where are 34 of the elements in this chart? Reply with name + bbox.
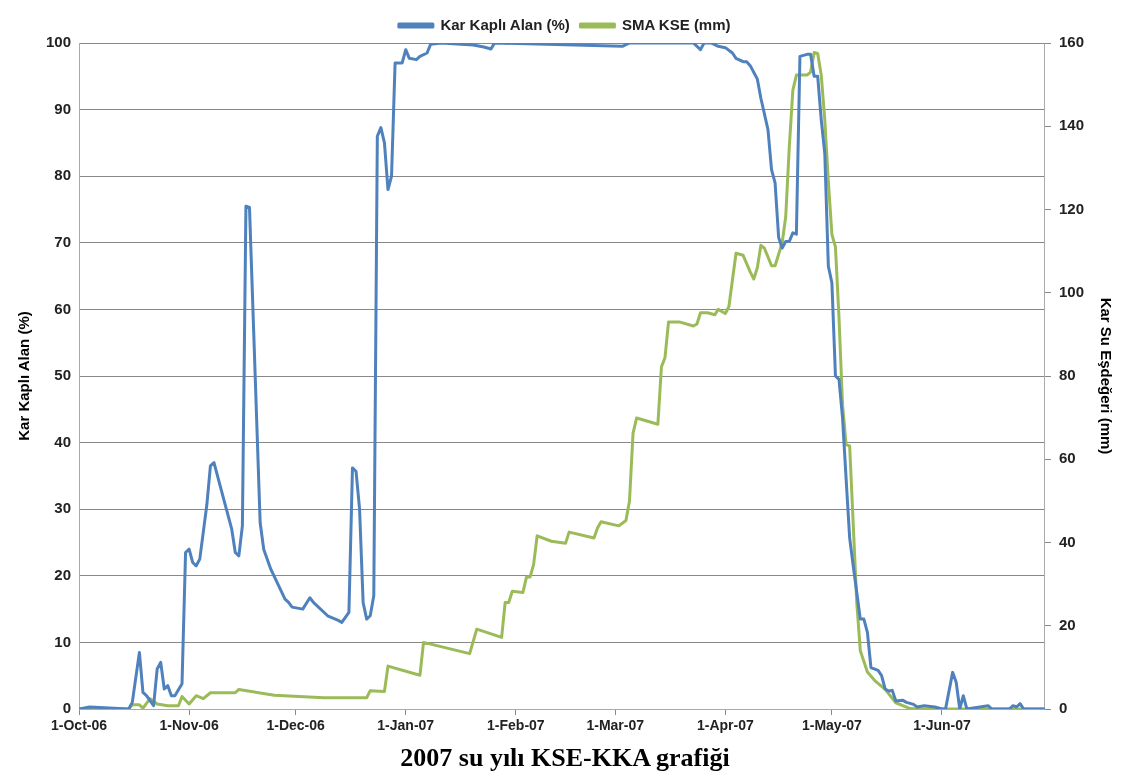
y-tick-label: 30	[54, 499, 72, 517]
x-tick-label: 1-Oct-06	[51, 717, 108, 734]
y2-tick-label: 100	[1058, 282, 1084, 300]
y2-tick-label: 40	[1058, 532, 1076, 550]
x-tick-label: 1-Jan-07	[377, 717, 435, 734]
y-tick-label: 90	[54, 99, 72, 117]
y2-tick-label: 160	[1058, 33, 1084, 51]
y-axis-title: Kar Kaplı Alan (%)	[15, 311, 33, 441]
legend-label: SMA KSE (mm)	[621, 15, 731, 33]
y-tick-label: 50	[54, 366, 72, 384]
y-tick-label: 60	[54, 299, 72, 317]
y-tick-label: 10	[54, 632, 72, 650]
x-tick-label: 1-Jun-07	[913, 717, 971, 734]
y2-tick-label: 60	[1058, 449, 1076, 467]
y2-tick-label: 80	[1058, 366, 1076, 384]
y-tick-label: 40	[54, 432, 72, 450]
y-tick-label: 0	[62, 699, 72, 717]
y2-tick-label: 140	[1058, 116, 1084, 134]
y-tick-label: 100	[46, 33, 72, 51]
text: 2007 su yılı KSE-KKA grafiği	[400, 743, 730, 773]
x-tick-label: 1-Nov-06	[159, 717, 219, 734]
y-tick-label: 20	[54, 565, 72, 583]
y2-tick-label: 20	[1058, 615, 1076, 633]
x-tick-label: 1-Apr-07	[696, 717, 754, 734]
y2-tick-label: 120	[1058, 199, 1084, 217]
x-tick-label: 1-May-07	[801, 717, 863, 734]
y2-axis-title: Kar Su Eşdeğeri (mm)	[1097, 297, 1115, 455]
y-tick-label: 80	[54, 166, 72, 184]
x-tick-label: 1-Mar-07	[586, 717, 645, 734]
y-tick-label: 70	[54, 232, 72, 250]
y2-tick-label: 0	[1058, 699, 1068, 717]
legend-label: Kar Kaplı Alan (%)	[440, 15, 570, 33]
x-tick-label: 1-Feb-07	[487, 717, 545, 734]
x-tick-label: 1-Dec-06	[266, 717, 326, 734]
